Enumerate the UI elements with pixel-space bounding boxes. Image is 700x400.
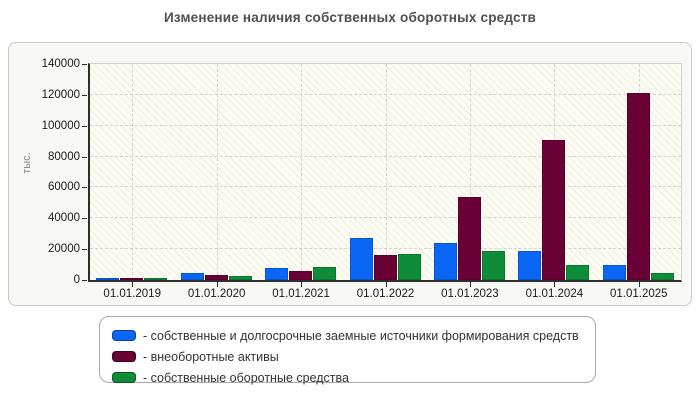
chart-panel: тыс. 0 20000 40000 60000 80000 100000 120000 14… <box>8 42 692 306</box>
x-tick-label: 01.01.2022 <box>356 288 415 300</box>
bar <box>349 238 373 280</box>
x-tick-mark <box>469 282 471 287</box>
x-tick-mark <box>638 282 640 287</box>
bar <box>650 273 674 280</box>
y-tick-label: 20000 <box>48 243 80 256</box>
y-tick-mark <box>82 249 87 251</box>
x-tick-mark <box>216 282 218 287</box>
grid-line-vertical <box>385 64 387 280</box>
x-tick-label: 01.01.2021 <box>272 288 330 300</box>
y-tick-label: 140000 <box>41 58 80 70</box>
bar <box>626 92 650 280</box>
chart-title: Изменение наличия собственных оборотных … <box>163 10 537 25</box>
x-tick-label: 01.01.2025 <box>610 288 668 300</box>
y-tick-label: 100000 <box>41 119 80 132</box>
x-tick-label: 01.01.2020 <box>187 288 246 300</box>
legend-item: - внеоборотные активы <box>112 346 585 367</box>
legend-item: - собственные и долгосрочные заемные ист… <box>112 325 585 346</box>
bar <box>144 277 168 280</box>
y-tick-mark <box>82 218 87 220</box>
grid-line-vertical <box>132 64 134 280</box>
y-tick-label: 40000 <box>48 212 80 225</box>
bar <box>542 139 566 280</box>
bar <box>120 277 144 280</box>
y-tick-mark <box>82 64 87 65</box>
bar <box>518 251 542 280</box>
legend-label: - собственные оборотные средства <box>143 370 349 385</box>
legend-label: - собственные и долгосрочные заемные ист… <box>143 328 579 343</box>
bar <box>397 253 421 280</box>
axis-labels-layer: 0 20000 40000 60000 80000 100000 120000 140000 0… <box>9 43 691 305</box>
bar <box>228 276 252 280</box>
bar <box>433 242 457 280</box>
bar <box>481 250 505 280</box>
y-tick-mark <box>82 280 87 281</box>
bar <box>566 264 590 280</box>
bar <box>457 197 481 280</box>
y-tick-label: 60000 <box>48 181 80 194</box>
legend: - собственные и долгосрочные заемные ист… <box>99 316 596 385</box>
bar <box>204 275 228 280</box>
bar <box>373 255 397 280</box>
bar <box>313 267 337 280</box>
x-tick-mark <box>132 282 134 287</box>
legend-swatch <box>112 330 136 341</box>
y-tick-mark <box>82 94 87 96</box>
x-tick-mark <box>385 282 387 287</box>
legend-label: - внеоборотные активы <box>143 349 279 364</box>
legend-item: - собственные оборотные средства <box>112 367 585 388</box>
bars-layer <box>90 64 681 280</box>
grid-line-vertical <box>216 64 218 280</box>
x-tick-mark <box>554 282 556 287</box>
y-tick-label: 120000 <box>41 88 80 101</box>
bar <box>180 273 204 280</box>
bar <box>96 277 120 280</box>
x-tick-label: 01.01.2023 <box>441 288 499 300</box>
y-tick-mark <box>82 156 87 158</box>
plot-area <box>88 63 682 282</box>
y-tick-mark <box>82 125 87 127</box>
x-tick-label: 01.01.2019 <box>103 288 161 300</box>
y-tick-mark <box>82 187 87 189</box>
bar <box>602 264 626 280</box>
x-tick-label: 01.01.2024 <box>525 288 584 300</box>
legend-list: - собственные и долгосрочные заемные ист… <box>112 325 585 388</box>
legend-swatch <box>112 372 136 383</box>
grid-line-vertical <box>469 64 471 280</box>
x-tick-mark <box>301 282 303 287</box>
bar <box>289 270 313 280</box>
y-tick-label: 80000 <box>48 150 80 163</box>
y-tick-label: 0 <box>73 274 80 286</box>
bar <box>265 267 289 280</box>
grid-line-vertical <box>301 64 303 280</box>
legend-swatch <box>112 351 136 362</box>
